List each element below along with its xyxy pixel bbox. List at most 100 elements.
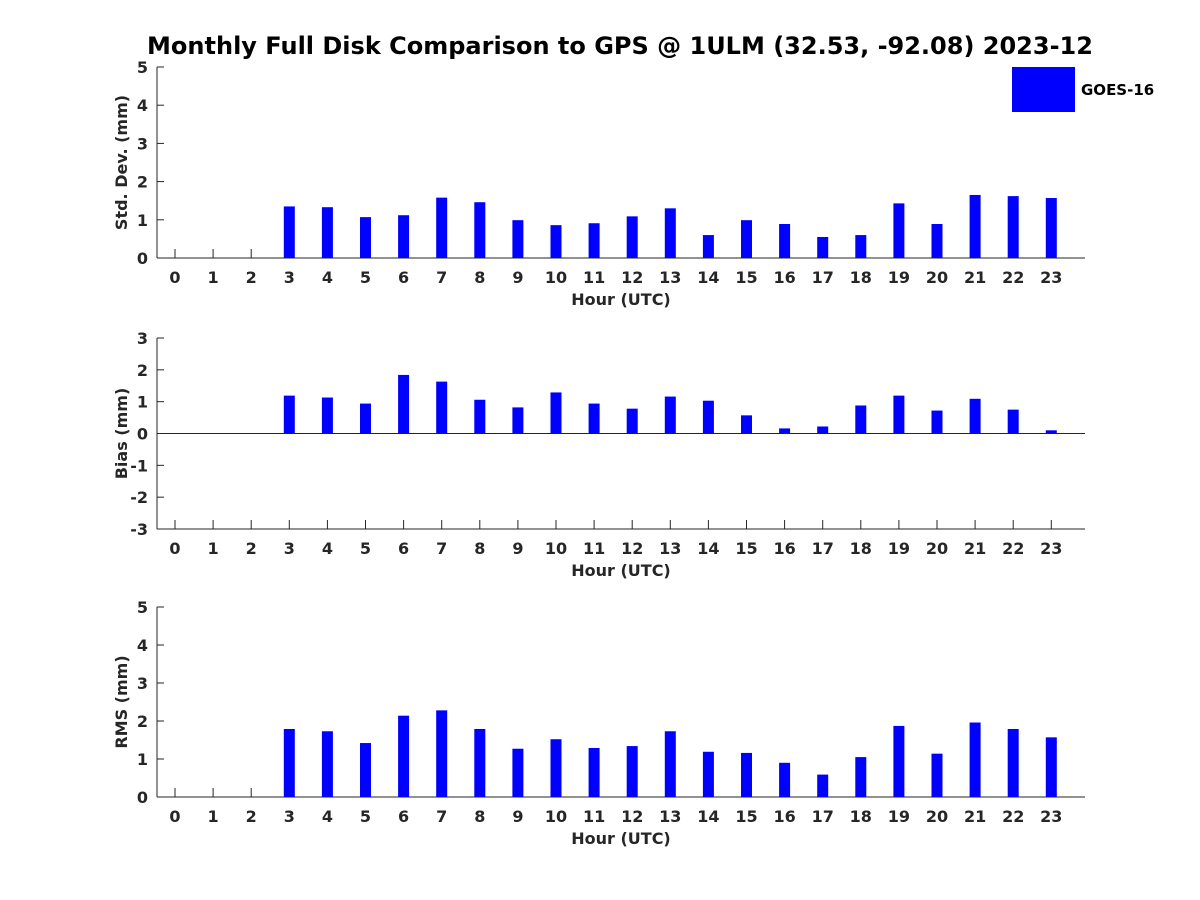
x-tick-label: 17 bbox=[812, 539, 834, 558]
y-tick-label: 1 bbox=[137, 393, 148, 412]
x-tick-label: 10 bbox=[545, 268, 567, 287]
legend: GOES-16 bbox=[1012, 67, 1154, 112]
bar-hour-8 bbox=[474, 202, 486, 258]
bar-hour-10 bbox=[550, 739, 562, 797]
bar-hour-6 bbox=[398, 215, 410, 258]
x-tick-label: 16 bbox=[773, 539, 795, 558]
x-tick-label: 1 bbox=[208, 268, 219, 287]
x-tick-label: 22 bbox=[1002, 807, 1024, 826]
bar-hour-12 bbox=[626, 216, 638, 258]
bar-hour-23 bbox=[1045, 198, 1057, 258]
bar-hour-15 bbox=[741, 415, 752, 434]
x-tick-label: 11 bbox=[583, 539, 605, 558]
x-axis-label: Hour (UTC) bbox=[571, 290, 671, 309]
y-tick-label: 2 bbox=[137, 361, 148, 380]
x-tick-label: 3 bbox=[284, 539, 295, 558]
x-tick-label: 0 bbox=[169, 539, 180, 558]
x-tick-label: 21 bbox=[964, 539, 986, 558]
bar-hour-8 bbox=[474, 728, 486, 797]
x-tick-label: 18 bbox=[850, 807, 872, 826]
bar-hour-11 bbox=[588, 223, 600, 258]
y-axis-label: RMS (mm) bbox=[112, 655, 131, 748]
x-tick-label: 23 bbox=[1040, 268, 1062, 287]
bar-hour-4 bbox=[321, 397, 333, 434]
bar-hour-18 bbox=[855, 235, 867, 258]
bar-hour-4 bbox=[321, 731, 333, 797]
bar-hour-19 bbox=[893, 203, 905, 258]
bar-hour-3 bbox=[283, 728, 295, 797]
bar-hour-5 bbox=[360, 217, 371, 258]
x-tick-label: 19 bbox=[888, 807, 910, 826]
bar-hour-17 bbox=[817, 774, 829, 797]
x-tick-label: 0 bbox=[169, 807, 180, 826]
x-tick-label: 19 bbox=[888, 539, 910, 558]
x-tick-label: 3 bbox=[284, 807, 295, 826]
x-tick-label: 5 bbox=[360, 539, 371, 558]
x-tick-label: 9 bbox=[512, 807, 523, 826]
x-tick-label: 4 bbox=[322, 539, 333, 558]
y-tick-label: 0 bbox=[137, 425, 148, 444]
bar-hour-13 bbox=[664, 208, 676, 258]
x-tick-label: 6 bbox=[398, 268, 409, 287]
x-tick-label: 5 bbox=[360, 807, 371, 826]
bar-hour-3 bbox=[283, 395, 295, 434]
x-tick-label: 19 bbox=[888, 268, 910, 287]
bar-hour-3 bbox=[283, 206, 295, 258]
x-tick-label: 20 bbox=[926, 268, 948, 287]
x-tick-label: 17 bbox=[812, 807, 834, 826]
bar-hour-18 bbox=[855, 405, 867, 434]
bar-hour-22 bbox=[1007, 728, 1019, 797]
x-tick-label: 22 bbox=[1002, 268, 1024, 287]
x-tick-label: 13 bbox=[659, 268, 681, 287]
x-tick-label: 1 bbox=[208, 539, 219, 558]
y-tick-label: -1 bbox=[130, 456, 148, 475]
bar-hour-10 bbox=[550, 225, 562, 258]
x-tick-label: 21 bbox=[964, 807, 986, 826]
bar-hour-12 bbox=[626, 408, 638, 434]
y-tick-label: 3 bbox=[137, 134, 148, 153]
x-tick-label: 7 bbox=[436, 807, 447, 826]
x-tick-label: 5 bbox=[360, 268, 371, 287]
bar-hour-20 bbox=[931, 224, 943, 258]
x-tick-label: 17 bbox=[812, 268, 834, 287]
legend-label: GOES-16 bbox=[1081, 81, 1154, 99]
y-tick-label: -3 bbox=[130, 520, 148, 539]
x-tick-label: 9 bbox=[512, 539, 523, 558]
x-tick-label: 2 bbox=[246, 807, 257, 826]
x-tick-label: 3 bbox=[284, 268, 295, 287]
x-tick-label: 4 bbox=[322, 807, 333, 826]
x-tick-label: 9 bbox=[512, 268, 523, 287]
bar-hour-18 bbox=[855, 757, 867, 797]
x-tick-label: 15 bbox=[735, 268, 757, 287]
y-axis-label: Std. Dev. (mm) bbox=[112, 95, 131, 230]
bar-hour-8 bbox=[474, 399, 486, 434]
x-tick-label: 18 bbox=[850, 539, 872, 558]
x-tick-label: 8 bbox=[474, 807, 485, 826]
bar-hour-22 bbox=[1007, 409, 1019, 434]
x-tick-label: 1 bbox=[208, 807, 219, 826]
bar-hour-23 bbox=[1045, 737, 1057, 797]
x-tick-label: 12 bbox=[621, 268, 643, 287]
bar-hour-17 bbox=[817, 426, 829, 434]
bar-hour-10 bbox=[550, 392, 562, 434]
y-tick-label: 4 bbox=[137, 636, 148, 655]
bar-hour-16 bbox=[779, 762, 791, 797]
y-tick-label: 1 bbox=[137, 750, 148, 769]
legend-swatch bbox=[1012, 67, 1075, 112]
y-tick-label: 1 bbox=[137, 211, 148, 230]
y-tick-label: -2 bbox=[130, 488, 148, 507]
bar-hour-11 bbox=[588, 747, 600, 797]
x-tick-label: 2 bbox=[246, 268, 257, 287]
bar-hour-13 bbox=[664, 731, 676, 797]
x-tick-label: 14 bbox=[697, 539, 719, 558]
y-tick-label: 4 bbox=[137, 96, 148, 115]
bar-hour-7 bbox=[436, 710, 448, 797]
x-tick-label: 12 bbox=[621, 807, 643, 826]
bar-hour-11 bbox=[588, 403, 600, 434]
bar-hour-6 bbox=[398, 374, 410, 434]
x-tick-label: 13 bbox=[659, 807, 681, 826]
x-axis-label: Hour (UTC) bbox=[571, 561, 671, 580]
